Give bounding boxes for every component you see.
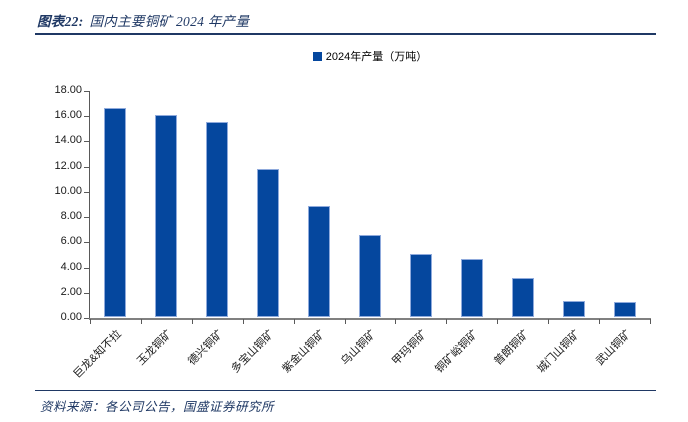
bar-多宝山铜矿 — [257, 169, 279, 317]
x-axis-category-label: 紫金山铜矿 — [280, 328, 328, 376]
y-axis-tick-label: 8.00 — [60, 210, 82, 223]
x-axis-line — [89, 318, 651, 320]
y-axis-tick — [84, 166, 89, 168]
bar-铜矿峪铜矿 — [461, 259, 483, 317]
x-axis-category-label: 玉龙铜矿 — [135, 328, 175, 368]
y-axis-tick-label: 4.00 — [60, 260, 82, 273]
x-axis-tick — [90, 319, 91, 324]
y-axis-tick-label: 12.00 — [54, 159, 82, 172]
title-divider-line — [35, 33, 656, 35]
x-axis-tick — [395, 319, 396, 324]
y-axis-line — [89, 91, 90, 319]
figure-number-label: 图表22: — [37, 14, 84, 29]
legend-swatch-icon — [312, 52, 322, 61]
x-axis-category-label: 武山铜矿 — [594, 328, 634, 368]
y-axis-tick-label: 0.00 — [60, 311, 82, 323]
bar-玉龙铜矿 — [155, 115, 177, 317]
y-axis-tick — [84, 217, 89, 219]
x-axis-tick — [548, 319, 549, 324]
y-axis-tick — [84, 318, 89, 319]
y-axis-tick-label: 6.00 — [60, 235, 82, 248]
figure-title: 图表22: 国内主要铜矿 2024 年产量 — [37, 10, 249, 30]
chart-legend: 2024年产量（万吨） — [90, 48, 650, 64]
y-axis-tick-label: 2.00 — [60, 285, 82, 298]
x-axis-tick — [192, 319, 193, 324]
bar-武山铜矿 — [614, 302, 636, 317]
x-axis-category-label: 甲玛铜矿 — [390, 328, 430, 368]
y-axis-tick — [84, 116, 89, 118]
y-axis-tick — [84, 191, 89, 193]
x-axis-category-label: 乌山铜矿 — [339, 328, 379, 368]
x-axis-tick — [243, 319, 244, 324]
source-note: 资料来源：各公司公告，国盛证券研究所 — [40, 400, 275, 414]
footer-divider-line — [35, 390, 656, 391]
bar-乌山铜矿 — [359, 235, 381, 317]
x-axis-tick — [141, 319, 142, 324]
bar-城门山铜矿 — [563, 301, 585, 317]
bar-德兴铜矿 — [206, 122, 228, 317]
x-axis-category-label: 普朗铜矿 — [492, 328, 532, 368]
x-axis-category-label: 多宝山铜矿 — [229, 328, 277, 376]
y-axis-tick-label: 14.00 — [54, 134, 82, 147]
legend-label: 2024年产量（万吨） — [325, 51, 428, 63]
x-axis-tick — [294, 319, 295, 324]
x-axis-category-label: 巨龙&知不拉 — [71, 328, 124, 381]
y-axis-tick — [84, 141, 89, 143]
x-axis-tick — [497, 319, 498, 324]
x-axis-category-label: 德兴铜矿 — [186, 328, 226, 368]
bar-紫金山铜矿 — [308, 206, 330, 317]
x-axis-tick — [599, 319, 600, 324]
x-axis-category-label: 铜矿峪铜矿 — [433, 328, 481, 376]
y-axis-tick-label: 16.00 — [54, 109, 82, 122]
bar-甲玛铜矿 — [410, 254, 432, 317]
x-axis-category-label: 城门山铜矿 — [535, 328, 583, 376]
y-axis-tick — [84, 292, 89, 294]
x-axis-tick — [345, 319, 346, 324]
plot-area: 0.00 2.00 4.00 6.00 8.00 10.00 12.00 14.00 16.00… — [54, 84, 651, 381]
bar-巨龙&知不拉 — [104, 108, 126, 317]
x-axis-tick — [446, 319, 447, 324]
figure-title-text: 国内主要铜矿 2024 年产量 — [89, 14, 250, 29]
x-axis-tick — [650, 319, 651, 324]
y-axis-tick — [84, 242, 89, 244]
y-axis-tick-label: 18.00 — [54, 84, 82, 96]
y-axis-tick-label: 10.00 — [54, 184, 82, 197]
y-axis-tick — [84, 267, 89, 269]
y-axis-tick — [84, 91, 89, 92]
bar-普朗铜矿 — [512, 278, 534, 317]
